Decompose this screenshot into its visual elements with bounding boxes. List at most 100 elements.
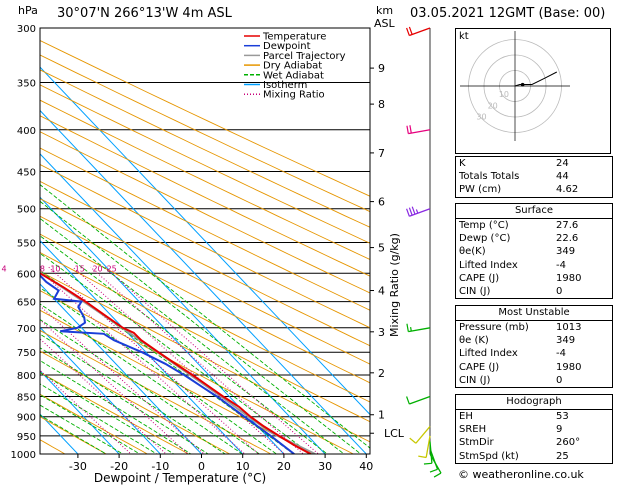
pressure-tick-label: 950 [17, 432, 36, 443]
wind-barb-flag [406, 323, 409, 332]
isotherm-line [0, 4, 12, 472]
surface-table: Temp (°C) 27.6 Dewp (°C) 22.6 θe(K) 349 Lifted… [456, 219, 612, 298]
pressure-tick-label: 750 [17, 348, 36, 359]
dry-adiabat [40, 39, 370, 197]
wet-adiabat [40, 303, 261, 454]
wind-barb-flag [409, 437, 417, 444]
pressure-tick-label: 850 [17, 392, 36, 403]
wet-adiabat [40, 217, 345, 454]
isotherm-line [40, 66, 370, 416]
dry-adiabat [40, 439, 66, 454]
dry-adiabat [40, 54, 370, 213]
surface-index-label: θe(K) [459, 246, 486, 258]
dry-adiabat [40, 99, 370, 261]
surface-section: Surface Temp (°C) 27.6 Dewp (°C) 22.6 θe(K) 3… [455, 203, 613, 300]
unstable-index-row: CAPE (J) 1980 [456, 361, 612, 374]
wind-barb-flag [406, 396, 410, 405]
mixing-ratio-axis-label: Mixing Ratio (g/kg) [388, 233, 401, 337]
isotherm-line [40, 239, 244, 454]
surface-index-value: 22.6 [556, 233, 579, 245]
hodograph-index-row: StmSpd (kt) 25 [456, 450, 612, 463]
isotherm-line [40, 283, 203, 454]
wind-barb-flag [409, 125, 412, 134]
pressure-tick-label: 700 [17, 324, 36, 335]
lcl-label: LCL [384, 427, 405, 440]
unstable-index-label: θe (K) [459, 335, 489, 347]
dry-adiabat [40, 69, 370, 228]
legend-label: Isotherm [263, 80, 307, 91]
temperature-tick-label: -10 [151, 460, 169, 473]
surface-index-value: 1980 [556, 272, 582, 284]
wind-barb-flag [423, 462, 432, 465]
temperature-profile [40, 272, 312, 454]
pressure-tick-label: 500 [17, 205, 36, 216]
wind-barb-flag [429, 468, 438, 473]
height-tick-label: 1 [378, 409, 385, 422]
hodograph-indices-title: Hodograph [456, 395, 612, 410]
wet-adiabat [40, 372, 175, 454]
dry-adiabat [40, 215, 370, 384]
wet-adiabat [40, 318, 244, 454]
unstable-index-value: 1013 [556, 322, 582, 334]
mixing-ratio-label: 10 [50, 264, 60, 273]
unstable-index-label: CIN (J) [459, 374, 491, 386]
dry-adiabat [40, 270, 370, 443]
dry-adiabat [40, 329, 272, 454]
hodograph-index-row: StmDir 260° [456, 436, 612, 449]
temperature-tick-label: -20 [110, 460, 128, 473]
dry-adiabat [40, 198, 370, 365]
hodograph-index-label: SREH [459, 424, 487, 436]
pressure-tick-label: 350 [17, 79, 36, 90]
wet-adiabat [40, 184, 370, 449]
wet-adiabat [40, 414, 108, 454]
wet-adiabat [40, 347, 209, 454]
legend-label: Temperature [262, 32, 326, 43]
surface-index-value: -4 [556, 259, 566, 271]
height-tick-label: 3 [378, 326, 385, 339]
mixing-ratio-line [40, 270, 246, 454]
most-unstable-table: Pressure (mb) 1013 θe (K) 349 Lifted Index -4… [456, 321, 612, 387]
unstable-index-label: Pressure (mb) [459, 322, 529, 334]
isotherm-line [40, 370, 120, 454]
dry-adiabat [40, 416, 108, 454]
mixing-ratio-label: 4 [1, 264, 6, 273]
wind-barb [425, 435, 431, 458]
surface-index-row: CIN (J) 0 [456, 285, 612, 298]
wind-barb [409, 208, 431, 217]
wet-adiabat [40, 287, 278, 454]
wind-barb-flag [406, 125, 409, 134]
dewpoint-profile [40, 273, 295, 454]
storm-motion-marker [520, 82, 525, 87]
plot-frame [39, 27, 371, 455]
surface-index-label: Dewp (°C) [459, 233, 511, 245]
mixing-ratio-line [90, 266, 305, 454]
x-axis-label: Dewpoint / Temperature (°C) [94, 471, 266, 485]
pressure-tick-label: 900 [17, 413, 36, 424]
unstable-index-value: 349 [556, 335, 576, 347]
asl-label: ASL [374, 17, 395, 30]
wind-barb-flag [406, 27, 410, 36]
wet-adiabat [40, 200, 362, 454]
unstable-index-value: 1980 [556, 361, 582, 373]
wind-barb [409, 395, 431, 405]
height-tick-label: 9 [378, 62, 385, 75]
legend-label: Mixing Ratio [263, 90, 325, 101]
most-unstable-section: Most Unstable Pressure (mb) 1013 θe (K) 349… [455, 305, 613, 388]
hodograph-unit: kt [459, 31, 469, 42]
unstable-index-label: Lifted Index [459, 348, 518, 360]
pressure-tick-label: 400 [17, 126, 36, 137]
wind-barb [429, 441, 433, 464]
unstable-index-row: Pressure (mb) 1013 [456, 321, 612, 334]
hodograph-ring-label: 20 [488, 101, 498, 110]
isotherm-line [40, 196, 285, 454]
hodograph-index-value: 260° [556, 437, 581, 449]
wind-barb-flag [411, 206, 416, 215]
mixing-ratio-label: 20 [92, 264, 102, 273]
mixing-ratio-label: 25 [107, 264, 117, 273]
pressure-tick-label: 550 [17, 238, 36, 249]
surface-title: Surface [456, 204, 612, 219]
height-tick-label: 6 [378, 196, 385, 209]
hodograph-index-label: EH [459, 411, 473, 423]
index-value: 44 [556, 171, 569, 183]
hodograph-index-row: EH 53 [456, 410, 612, 423]
